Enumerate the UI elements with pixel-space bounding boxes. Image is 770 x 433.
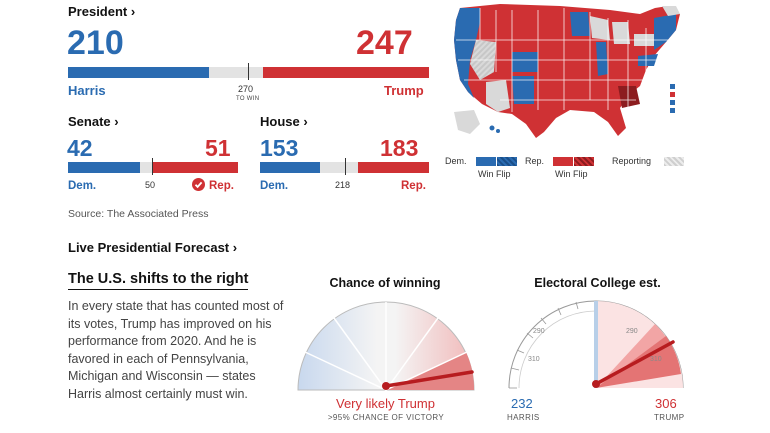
chance-gauge-title: Chance of winning: [329, 276, 441, 290]
legend-rep-swatch: [553, 157, 573, 166]
house-rep-seats: 183: [380, 135, 419, 161]
chance-sublabel: >95% CHANCE OF VICTORY: [327, 413, 445, 422]
house-dem-seats: 153: [260, 135, 299, 161]
senate-majority-marker: [152, 158, 153, 175]
ec-trump-value: 306: [655, 396, 677, 411]
house-majority-marker: [345, 158, 346, 175]
chance-gauge: [296, 294, 476, 394]
forecast-header-link[interactable]: Live Presidential Forecast ›: [68, 240, 238, 255]
to-win-number: 270: [238, 84, 254, 94]
ec-trump-label: TRUMP: [654, 413, 685, 422]
forecast-body: In every state that has counted most of …: [68, 299, 284, 401]
house-bar-track: [260, 162, 429, 173]
legend-rep-flip-swatch: [574, 157, 594, 166]
senate-majority-number: 50: [145, 180, 156, 190]
legend-dem-flip-swatch: [497, 157, 517, 166]
legend-reporting-swatch: [664, 157, 684, 166]
us-results-map[interactable]: [440, 0, 690, 145]
house-dem-bar: [260, 162, 320, 173]
legend-dem-label: Dem.: [445, 156, 467, 166]
senate-rep-bar: [152, 162, 238, 173]
senate-header-link[interactable]: Senate ›: [68, 114, 119, 129]
ec-harris-value: 232: [511, 396, 533, 411]
to-win-label: TO WIN: [236, 96, 260, 102]
senate-dem-seats: 42: [67, 135, 93, 161]
to-win-marker: [248, 63, 249, 80]
harris-electoral-votes: 210: [67, 24, 124, 62]
ec-gauge-title: Electoral College est.: [534, 276, 661, 290]
ec-gauge: [505, 290, 687, 392]
house-dem-label: Dem.: [260, 180, 289, 192]
forecast-headline: The U.S. shifts to the right: [68, 271, 249, 290]
president-header-link[interactable]: President ›: [68, 4, 136, 19]
senate-dem-label: Dem.: [68, 180, 97, 192]
house-rep-bar: [358, 162, 429, 173]
ec-tick-left-upper: 290: [533, 328, 545, 335]
source-note: Source: The Associated Press: [68, 208, 209, 220]
ec-harris-label: HARRIS: [507, 413, 540, 422]
house-majority-number: 218: [335, 180, 351, 190]
chance-verdict: Very likely Trump: [318, 396, 453, 411]
trump-name: Trump: [384, 83, 424, 98]
trump-electoral-votes: 247: [356, 24, 413, 62]
senate-dem-bar: [68, 162, 140, 173]
harris-bar: [68, 67, 209, 78]
senate-rep-label: Rep.: [209, 180, 234, 192]
legend-reporting-label: Reporting: [612, 156, 652, 166]
legend-rep-label: Rep.: [525, 156, 545, 166]
senate-rep-seats: 51: [205, 135, 231, 161]
ec-tick-right-upper: 290: [626, 328, 638, 335]
house-rep-label: Rep.: [401, 180, 426, 192]
house-header-link[interactable]: House ›: [260, 114, 308, 129]
trump-bar: [263, 67, 429, 78]
ec-tick-left-lower: 310: [528, 356, 540, 363]
ec-tick-right-lower: 310: [650, 356, 662, 363]
legend-rep-flip-label: Win Flip: [555, 169, 588, 179]
harris-name: Harris: [68, 83, 106, 98]
senate-check-icon: [192, 178, 205, 191]
legend-dem-swatch: [476, 157, 496, 166]
legend-dem-flip-label: Win Flip: [478, 169, 511, 179]
